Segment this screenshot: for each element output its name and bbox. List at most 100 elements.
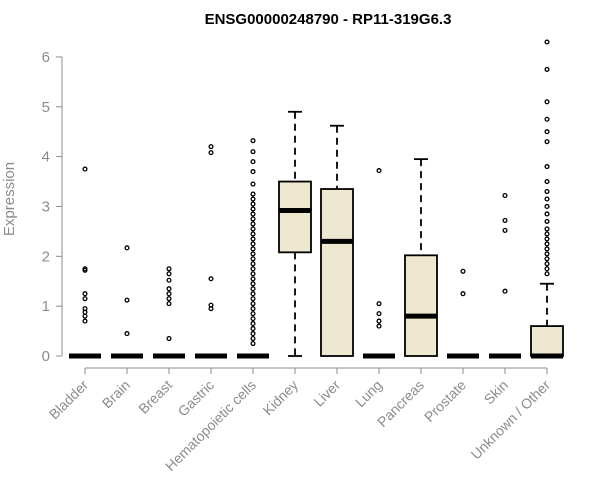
x-tick-label: Unknown / Other [468,377,554,463]
outlier-point [250,296,256,302]
outlier-point [250,256,256,262]
y-tick-label: 6 [42,49,50,66]
box [530,325,564,357]
outlier-point [250,216,256,222]
outlier-point [250,286,256,292]
outlier-point [460,291,466,297]
outlier-point [250,231,256,237]
outlier-point [544,246,550,252]
outlier-point [544,271,550,277]
box-group [278,110,312,357]
outlier-point [544,256,550,262]
outlier-point [502,227,508,233]
box-group [489,192,521,359]
outlier-point [544,179,550,185]
outlier-point [544,251,550,257]
box-group [530,39,564,359]
outlier-point [124,245,130,251]
outlier-point [208,302,214,308]
x-tick-label: Brain [99,377,133,411]
outlier-point [250,311,256,317]
box-group [363,168,395,359]
box-group [69,166,101,359]
box [278,180,312,254]
outlier-point [250,321,256,327]
outlier-point [544,241,550,247]
outlier-point [544,226,550,232]
x-tick-label: Pancreas [374,377,427,430]
outlier-point [250,181,256,187]
outlier-point [82,318,88,324]
outlier-point [250,191,256,197]
outlier-point [82,166,88,172]
x-tick-label: Skin [481,377,512,408]
outlier-point [250,301,256,307]
box-group [195,144,227,359]
box [404,254,438,357]
outlier-point [544,231,550,237]
outlier-point [250,236,256,242]
outlier-point [208,150,214,156]
outlier-point [544,66,550,72]
outlier-point [250,221,256,227]
box-group [153,266,185,359]
y-axis-label: Expression [1,162,18,236]
outlier-point [166,336,172,342]
outlier-point [544,139,550,145]
x-tick-label: Bladder [46,377,92,423]
chart-title: ENSG00000248790 - RP11-319G6.3 [205,11,452,28]
outlier-point [250,306,256,312]
outlier-point [166,291,172,297]
outlier-point [166,277,172,283]
outlier-point [544,99,550,105]
y-tick-label: 5 [42,99,50,116]
outlier-point [250,336,256,342]
box [320,188,354,357]
outlier-point [250,169,256,175]
outlier-point [376,301,382,307]
box-group [404,158,438,357]
outlier-point [250,138,256,144]
y-tick-label: 0 [42,348,50,365]
outlier-point [502,217,508,223]
outlier-point [82,296,88,302]
outlier-point [544,39,550,45]
outlier-point [250,340,256,347]
outlier-point [544,236,550,242]
outlier-point [250,316,256,322]
outlier-point [250,196,256,202]
outlier-point [376,311,382,317]
outlier-point [502,192,508,199]
outlier-point [250,201,256,207]
outlier-point [544,116,550,122]
box-group [447,268,479,359]
outlier-point [166,266,172,272]
outlier-point [250,206,256,212]
outlier-point [376,323,382,329]
plot-area [69,39,564,359]
outlier-point [544,218,550,224]
box-group [111,245,143,359]
outlier-point [250,326,256,332]
x-tick-label: Kidney [260,377,302,419]
outlier-point [544,203,550,210]
outlier-point [166,271,172,277]
outlier-point [82,266,88,272]
outlier-point [376,168,382,174]
outlier-point [250,271,256,277]
outlier-point [82,313,88,319]
outlier-point [250,276,256,282]
outlier-point [250,211,256,217]
outlier-point [82,306,88,312]
outlier-point [544,196,550,202]
x-tick-label: Breast [135,377,175,417]
outlier-point [544,164,550,170]
outlier-point [250,266,256,272]
outlier-point [376,318,382,324]
outlier-point [124,297,130,303]
outlier-point [250,331,256,337]
outlier-point [502,288,508,294]
y-tick-label: 1 [42,298,50,315]
x-tick-label: Prostate [421,377,469,425]
